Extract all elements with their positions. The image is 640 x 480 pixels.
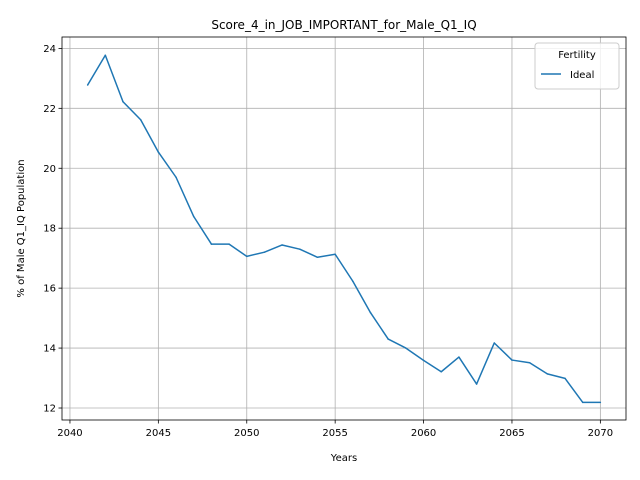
data-point <box>104 54 107 57</box>
data-point <box>564 377 566 380</box>
data-point <box>369 311 372 314</box>
data-point <box>599 401 602 404</box>
x-tick-label: 2055 <box>322 428 347 439</box>
y-tick-label: 24 <box>43 44 56 55</box>
data-point <box>192 215 195 218</box>
data-point <box>546 373 549 375</box>
data-point <box>528 362 531 364</box>
data-point <box>157 151 160 153</box>
series-line-ideal <box>86 54 601 404</box>
y-tick-label: 18 <box>43 224 56 235</box>
grid-lines <box>62 37 626 420</box>
y-axis-label: % of Male Q1_IQ Population <box>16 159 27 297</box>
y-tick-label: 16 <box>43 284 56 295</box>
x-tick-label: 2070 <box>588 428 613 439</box>
series-layer <box>86 54 602 404</box>
y-axis-ticks: 12 14 16 18 20 22 24 <box>43 44 62 415</box>
x-tick-label: 2040 <box>57 428 82 439</box>
legend-title: Fertility <box>558 50 596 61</box>
x-tick-label: 2065 <box>499 428 524 439</box>
chart-title: Score_4_in_JOB_IMPORTANT_for_Male_Q1_IQ <box>211 18 476 32</box>
data-point <box>210 243 213 245</box>
x-tick-label: 2050 <box>234 428 259 439</box>
x-axis-label: Years <box>330 453 357 464</box>
data-point <box>281 244 283 246</box>
data-point <box>581 401 584 404</box>
data-point <box>511 359 513 361</box>
data-point <box>440 371 442 373</box>
data-point <box>493 342 496 344</box>
data-point <box>405 347 407 349</box>
data-point <box>263 251 266 253</box>
data-point <box>387 338 389 340</box>
y-tick-label: 20 <box>43 164 56 175</box>
x-tick-label: 2060 <box>411 428 436 439</box>
data-point <box>299 248 301 250</box>
legend: Fertility Ideal <box>534 42 620 90</box>
y-tick-label: 12 <box>43 404 56 415</box>
x-axis-ticks: 2040 2045 2050 2055 2060 2065 2070 <box>57 420 613 439</box>
legend-box <box>534 42 620 90</box>
data-point <box>458 356 460 358</box>
data-point <box>316 256 319 259</box>
data-point <box>334 253 336 256</box>
data-point <box>86 84 89 86</box>
data-point <box>122 100 124 103</box>
data-point <box>352 280 354 282</box>
data-point <box>246 255 248 258</box>
legend-label-ideal: Ideal <box>570 70 594 81</box>
data-point <box>475 383 478 385</box>
data-point <box>175 176 177 179</box>
data-point <box>422 359 425 362</box>
x-tick-label: 2045 <box>146 428 171 439</box>
y-tick-label: 14 <box>43 344 56 355</box>
data-point <box>228 243 230 245</box>
data-point <box>139 118 142 121</box>
y-tick-label: 22 <box>43 104 56 115</box>
